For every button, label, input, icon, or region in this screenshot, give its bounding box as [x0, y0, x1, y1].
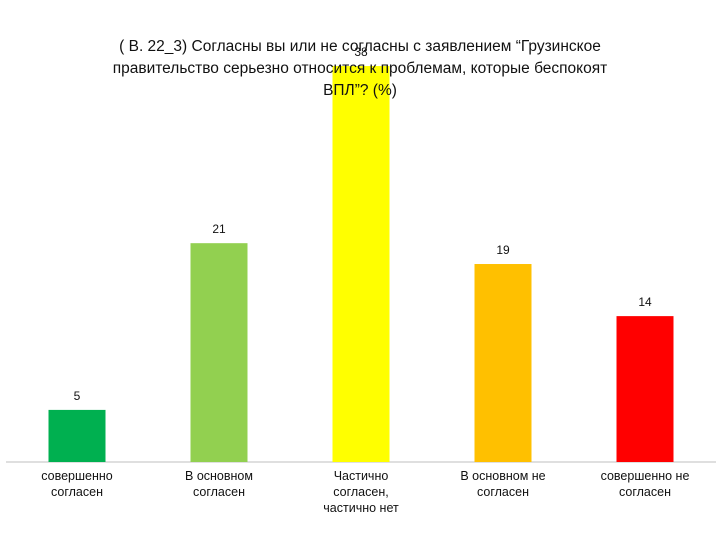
x-tick-label-line: согласен [619, 485, 671, 499]
data-label: 21 [212, 222, 226, 236]
chart-title: ( B. 22_3) Согласны вы или не согласны с… [60, 36, 660, 102]
bar [48, 409, 106, 462]
x-tick-label-line: В основном [185, 469, 253, 483]
data-label: 5 [74, 389, 81, 403]
data-label: 19 [496, 243, 510, 257]
x-tick-label: В основном согласен [159, 468, 279, 500]
chart-title-line: ВПЛ”? (%) [323, 82, 397, 99]
bar [474, 264, 532, 462]
x-tick-label-line: согласен, [333, 485, 389, 499]
bar [616, 316, 674, 462]
x-tick-label: совершенно согласен [17, 468, 137, 500]
data-label: 38 [354, 45, 368, 59]
bar [332, 66, 390, 462]
x-tick-label-line: согласен [193, 485, 245, 499]
data-label: 14 [638, 295, 652, 309]
chart-title-line: правительство серьезно относится к пробл… [112, 60, 608, 77]
x-tick-label: В основном не согласен [443, 468, 563, 500]
x-tick-label-line: согласен [477, 485, 529, 499]
bar [190, 243, 248, 462]
x-tick-label-line: согласен [51, 485, 103, 499]
x-tick-label: Частично согласен, частично нет [301, 468, 421, 516]
x-tick-label: совершенно не согласен [585, 468, 705, 500]
chart-title-line: ( B. 22_3) Согласны вы или не согласны с… [119, 38, 601, 55]
x-tick-label-line: совершенно [41, 469, 113, 483]
x-tick-label-line: частично нет [323, 501, 399, 515]
x-tick-label-line: В основном не [460, 469, 546, 483]
x-tick-label-line: Частично [333, 469, 389, 483]
x-tick-label-line: совершенно не [600, 469, 690, 483]
